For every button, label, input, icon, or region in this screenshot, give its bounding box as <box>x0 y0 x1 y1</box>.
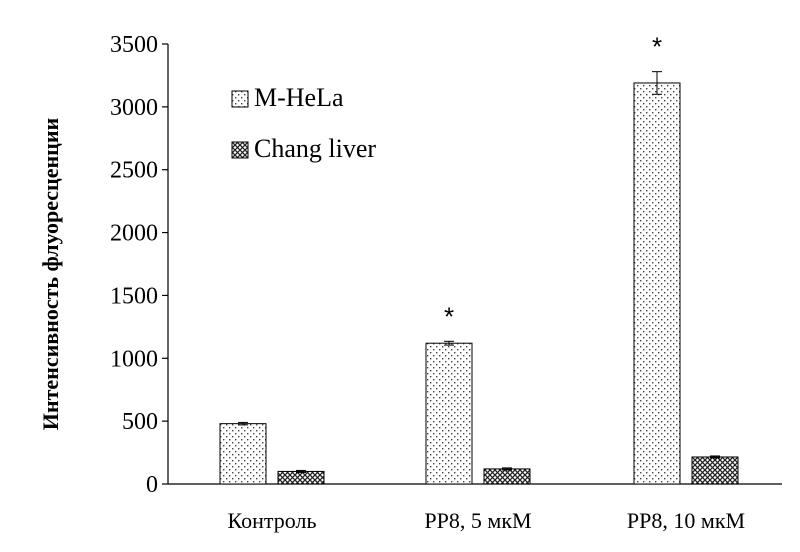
y-tick-label: 2500 <box>110 158 158 184</box>
bar-m-hela <box>633 82 681 485</box>
axes: 0 500 1000 1500 2000 2500 3000 3500 Интенсивност… <box>38 32 782 498</box>
y-tick-label: 0 <box>146 472 158 498</box>
legend-swatch-chang-liver <box>231 141 249 159</box>
bar-m-hela <box>425 342 473 485</box>
bars <box>219 71 739 485</box>
x-category-label: Контроль <box>228 508 317 533</box>
bar-chang-liver <box>277 470 325 485</box>
y-tick-label: 1500 <box>110 283 158 309</box>
y-tick-label: 1000 <box>110 346 158 372</box>
x-category-label: PP8, 10 мкМ <box>627 508 745 533</box>
labels: * * Контроль PP8, 5 мкМ PP8, 10 мкМ <box>228 32 746 533</box>
y-tick-label: 3500 <box>110 32 158 58</box>
y-tick-label: 500 <box>122 409 158 435</box>
legend-swatch-m-hela <box>231 90 249 108</box>
bar-m-hela <box>219 423 267 485</box>
significance-mark: * <box>652 32 662 62</box>
y-tick-label: 3000 <box>110 95 158 121</box>
bar-chang-liver <box>483 468 531 485</box>
legend-label-m-hela: M-HeLa <box>254 83 344 112</box>
legend-label-chang-liver: Chang liver <box>254 134 376 163</box>
legend: M-HeLa Chang liver <box>231 83 376 163</box>
bar-chang-liver <box>691 456 739 485</box>
y-tick-label: 2000 <box>110 221 158 247</box>
significance-mark: * <box>444 301 454 331</box>
x-category-label: PP8, 5 мкМ <box>424 508 531 533</box>
y-axis-title: Интенсивность флуоресценции <box>38 117 63 430</box>
